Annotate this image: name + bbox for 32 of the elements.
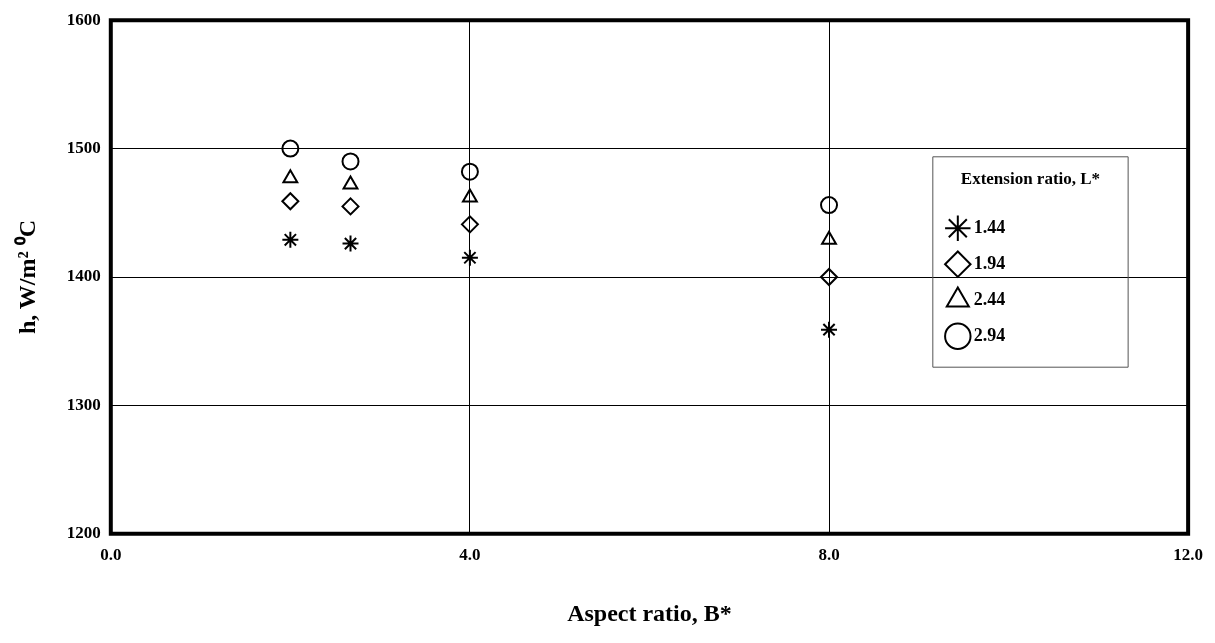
point: [341, 234, 360, 253]
y-tick-label: 1400: [66, 266, 101, 286]
point: [341, 197, 360, 216]
x-axis-title: Aspect ratio, B*: [567, 599, 732, 626]
point: [460, 215, 479, 234]
legend-label: 1.44: [973, 216, 1006, 237]
legend-label: 2.44: [973, 288, 1006, 309]
point: [820, 320, 839, 339]
point: [821, 230, 837, 245]
x-tick-label: 4.0: [459, 545, 481, 565]
y-tick-label: 1200: [66, 523, 101, 543]
point: [342, 175, 359, 190]
y-axis-title: h, W/m² ⁰C: [13, 219, 40, 335]
point: [460, 248, 479, 267]
x-tick-label: 8.0: [818, 545, 840, 565]
y-tick-label: 1600: [66, 9, 101, 29]
legend-label: 2.94: [973, 324, 1006, 345]
point: [820, 268, 839, 286]
x-tick-label: 12.0: [1173, 545, 1203, 565]
point: [281, 139, 300, 158]
x-tick-label: 0.0: [100, 545, 122, 565]
y-tick-label: 1500: [66, 137, 101, 157]
legend-title: Extension ratio, L*: [960, 168, 1101, 188]
point: [282, 169, 299, 184]
point: [281, 230, 300, 249]
y-tick-label: 1300: [66, 394, 101, 414]
point: [461, 188, 478, 203]
legend-label: 1.94: [973, 252, 1006, 273]
point: [281, 192, 300, 211]
point: [341, 152, 360, 171]
point: [460, 162, 479, 181]
point: [820, 196, 839, 215]
